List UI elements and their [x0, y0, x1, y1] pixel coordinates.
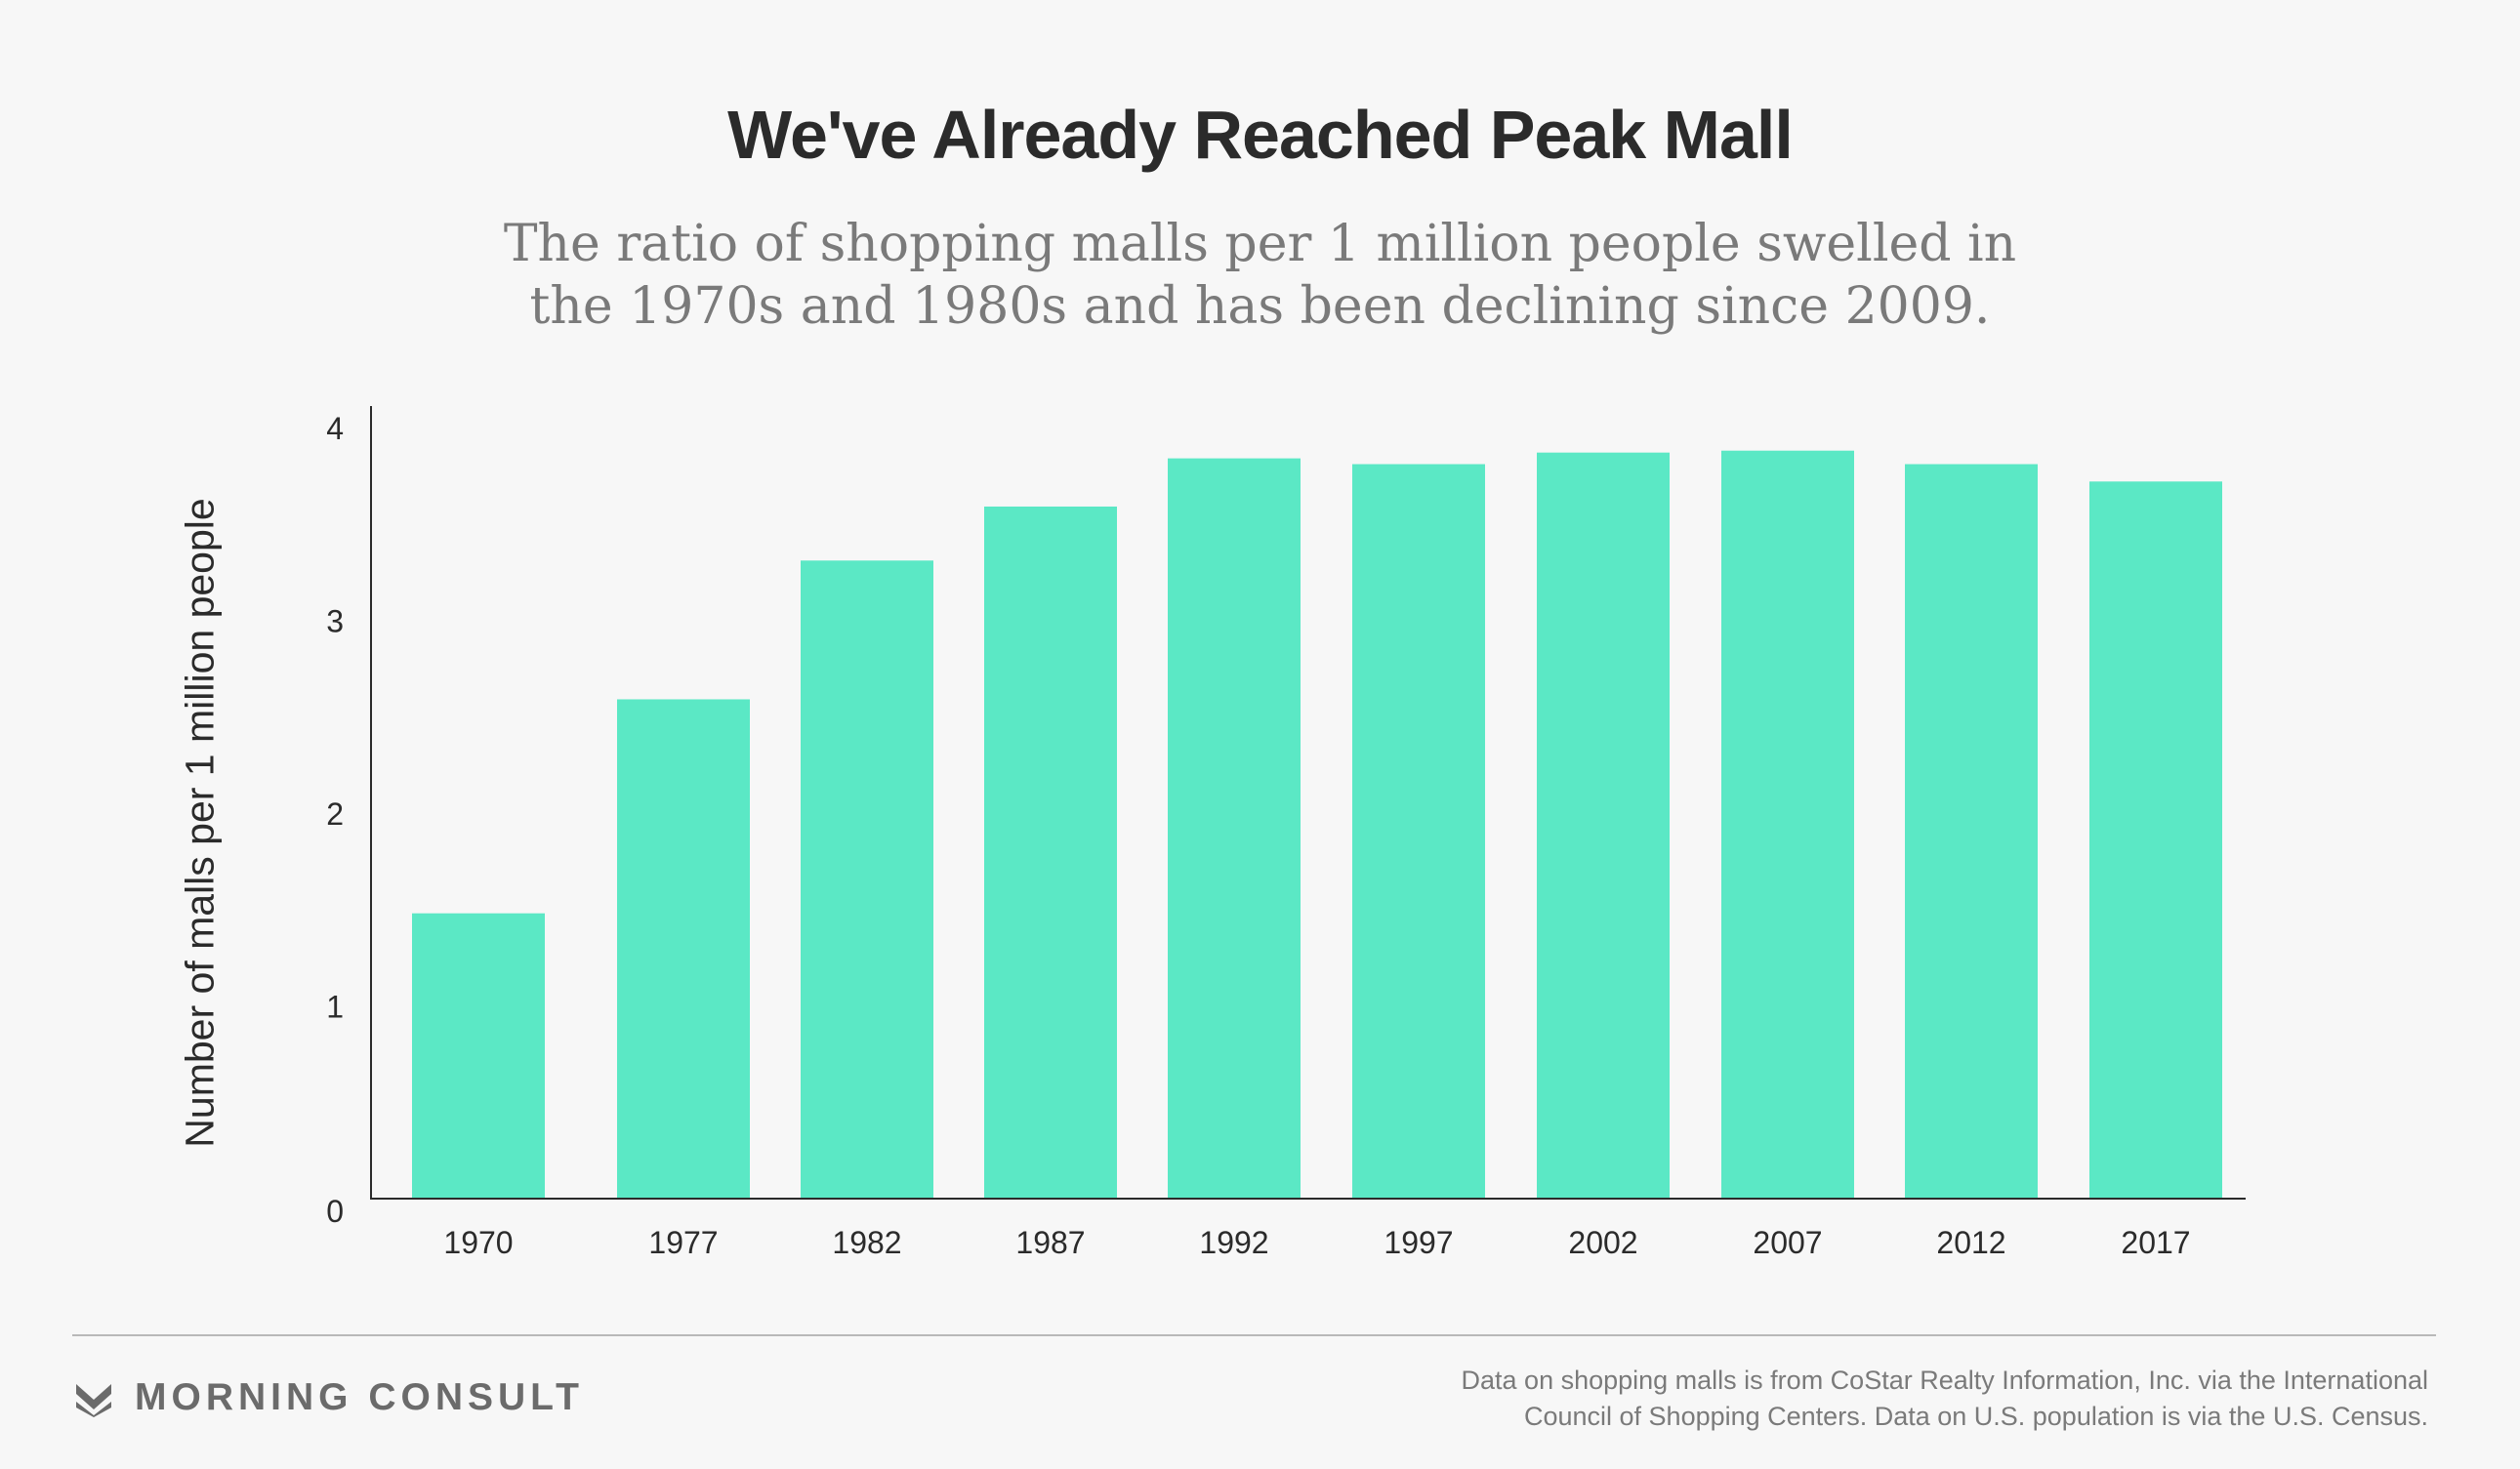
bar-1987 — [984, 506, 1117, 1199]
x-ticks-group: 1970 1977 1982 1987 1992 1997 2002 2007 2012 2017 — [443, 1225, 2190, 1260]
x-tick-label-2007: 2007 — [1753, 1225, 1822, 1260]
source-line-1: Data on shopping malls is from CoStar Re… — [1461, 1366, 2428, 1395]
x-tick-label-1992: 1992 — [1199, 1225, 1268, 1260]
x-tick-label-2017: 2017 — [2121, 1225, 2190, 1260]
bar-1977 — [617, 699, 750, 1199]
brand-name: MORNING CONSULT — [135, 1376, 584, 1418]
source-note: Data on shopping malls is from CoStar Re… — [1257, 1363, 2428, 1435]
subtitle-line-1: The ratio of shopping malls per 1 millio… — [503, 215, 2017, 273]
chart-title: We've Already Reached Peak Mall — [727, 97, 1794, 173]
x-tick-label-1970: 1970 — [443, 1225, 513, 1260]
bars-group — [412, 450, 2222, 1200]
x-tick-label-2002: 2002 — [1568, 1225, 1637, 1260]
y-tick-label-4: 4 — [326, 411, 344, 446]
bar-2002 — [1537, 452, 1670, 1199]
bar-1997 — [1352, 464, 1485, 1199]
bar-1970 — [412, 913, 545, 1199]
x-tick-label-1997: 1997 — [1384, 1225, 1453, 1260]
chevron-logo-icon — [76, 1384, 111, 1417]
y-tick-label-1: 1 — [326, 990, 344, 1025]
y-tick-label-3: 3 — [326, 604, 344, 639]
x-tick-label-1982: 1982 — [832, 1225, 901, 1260]
bar-1992 — [1168, 458, 1301, 1200]
subtitle-line-2: the 1970s and 1980s and has been declini… — [529, 277, 1991, 336]
bar-2007 — [1721, 450, 1854, 1199]
chart-subtitle: The ratio of shopping malls per 1 millio… — [0, 213, 2520, 338]
bar-2012 — [1905, 464, 2038, 1199]
y-tick-label-2: 2 — [326, 796, 344, 832]
bar-1982 — [801, 560, 933, 1199]
x-tick-label-1977: 1977 — [648, 1225, 718, 1260]
footer-divider — [72, 1334, 2436, 1336]
bar-chart: 0 1 2 3 4 1970 1977 1982 1987 1992 1997 2002 2007 20… — [326, 406, 2246, 1260]
x-tick-label-1987: 1987 — [1015, 1225, 1085, 1260]
source-line-2: Council of Shopping Centers. Data on U.S… — [1523, 1402, 2428, 1431]
y-tick-label-0: 0 — [326, 1194, 344, 1229]
bar-2017 — [2089, 481, 2222, 1199]
y-ticks-group: 0 1 2 3 4 — [326, 411, 344, 1229]
brand: MORNING CONSULT — [74, 1376, 584, 1419]
x-tick-label-2012: 2012 — [1936, 1225, 2005, 1260]
